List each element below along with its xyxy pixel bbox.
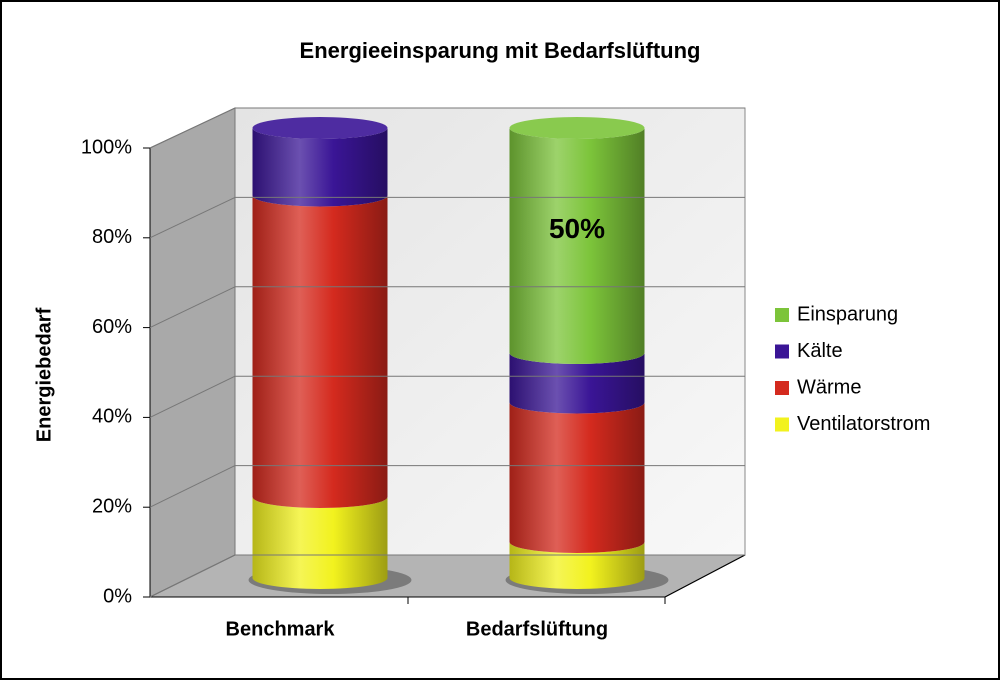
floor-edge xyxy=(664,554,746,598)
grid-line xyxy=(149,554,236,598)
legend-label: Einsparung xyxy=(797,303,898,325)
bar-segment xyxy=(509,542,645,589)
y-axis-label: Energiebedarf xyxy=(33,307,55,442)
bar-top xyxy=(509,117,645,139)
grid-line xyxy=(149,196,236,239)
grid-line xyxy=(149,286,236,329)
bar-segment xyxy=(252,128,388,207)
x-tick-label: Benchmark xyxy=(226,618,336,640)
legend-swatch xyxy=(775,381,789,395)
y-tick-label: 20% xyxy=(92,495,132,517)
data-label: 50% xyxy=(549,213,605,244)
plot: 50% xyxy=(248,117,669,594)
legend-swatch xyxy=(775,344,789,359)
bar-segment xyxy=(252,497,388,589)
bar-segment xyxy=(509,353,645,414)
bar-top xyxy=(252,117,388,139)
y-tick-label: 0% xyxy=(103,585,132,607)
y-tick-label: 40% xyxy=(92,406,132,428)
bar-segment xyxy=(252,195,388,509)
legend-label: Kälte xyxy=(797,340,843,362)
bar-segment xyxy=(509,128,645,365)
y-tick-label: 80% xyxy=(92,226,132,248)
x-tick-label: Bedarfslüftung xyxy=(466,618,608,640)
grid-line xyxy=(149,375,236,418)
y-tick-label: 60% xyxy=(92,316,132,338)
legend-swatch xyxy=(775,308,789,322)
legend-swatch xyxy=(775,417,789,432)
y-tick-label: 100% xyxy=(81,136,132,158)
chart-title: Energieeinsparung mit Bedarfslüftung xyxy=(300,38,701,63)
legend-label: Wärme xyxy=(797,376,861,398)
grid-line xyxy=(149,465,236,508)
bar-segment xyxy=(509,402,645,553)
legend-label: Ventilatorstrom xyxy=(797,413,930,435)
side-wall xyxy=(149,107,236,598)
grid-line xyxy=(149,107,236,149)
